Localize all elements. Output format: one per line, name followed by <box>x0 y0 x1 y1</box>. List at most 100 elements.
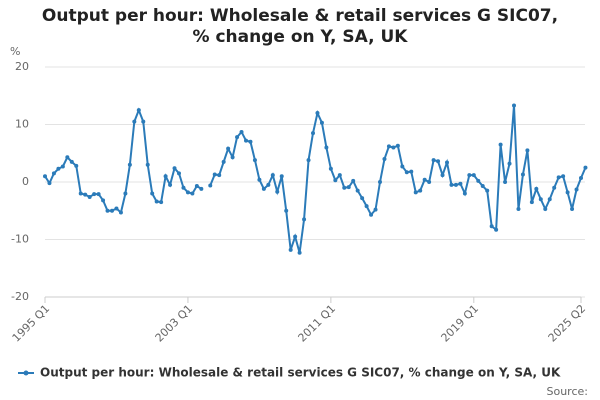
data-point <box>293 234 298 239</box>
data-point <box>235 135 240 140</box>
data-point <box>476 178 481 183</box>
data-point <box>534 186 539 191</box>
data-point <box>373 207 378 212</box>
data-point <box>538 197 543 202</box>
data-point <box>270 173 275 178</box>
data-point <box>123 191 128 196</box>
data-point <box>74 163 79 168</box>
data-point <box>583 165 588 170</box>
data-point <box>212 172 217 177</box>
data-point <box>279 174 284 179</box>
source: Source: <box>547 385 589 398</box>
data-point <box>159 200 164 205</box>
data-point <box>516 207 521 212</box>
x-tick-label: 2003 Q1 <box>153 302 196 345</box>
data-point <box>114 206 119 211</box>
x-tick-label: 2019 Q1 <box>439 302 482 345</box>
data-point <box>386 144 391 149</box>
data-point <box>436 159 441 164</box>
data-point <box>78 191 83 196</box>
data-point <box>489 224 494 229</box>
data-point <box>453 182 458 187</box>
data-point <box>378 180 382 184</box>
y-tick-label: 10 <box>15 118 29 131</box>
data-point <box>284 208 289 213</box>
data-point <box>342 185 347 190</box>
data-point <box>69 159 74 164</box>
data-point <box>110 208 114 213</box>
data-point <box>96 192 101 197</box>
data-point <box>261 186 266 191</box>
data-point <box>190 191 195 196</box>
data-point <box>101 198 106 203</box>
data-point <box>328 166 333 171</box>
data-point <box>445 160 449 165</box>
data-point <box>449 182 454 187</box>
data-point <box>355 188 360 193</box>
data-point <box>92 192 97 197</box>
data-point <box>391 145 396 150</box>
data-point <box>132 119 137 124</box>
data-point <box>315 111 320 115</box>
data-point <box>579 175 583 180</box>
data-point <box>418 188 423 193</box>
data-point <box>462 191 467 196</box>
data-point <box>154 199 159 204</box>
data-point <box>127 162 132 167</box>
data-point <box>503 180 508 184</box>
data-point <box>413 190 418 195</box>
data-point <box>252 158 257 163</box>
data-point <box>83 192 88 197</box>
data-point <box>364 204 369 209</box>
data-point <box>65 155 70 160</box>
data-point <box>520 172 525 177</box>
data-point <box>395 143 400 148</box>
data-point <box>239 129 244 134</box>
data-point <box>427 180 432 184</box>
data-point <box>311 131 315 136</box>
data-point <box>248 139 253 144</box>
data-point <box>208 183 213 188</box>
data-point <box>105 208 110 213</box>
data-point <box>333 178 338 183</box>
data-point <box>288 247 293 252</box>
data-point <box>257 177 262 182</box>
y-tick-label: -20 <box>11 290 29 303</box>
data-point <box>409 169 414 174</box>
data-point <box>440 173 445 178</box>
data-point <box>150 191 155 196</box>
data-point <box>275 189 280 194</box>
data-point <box>60 164 65 169</box>
data-point <box>217 173 222 178</box>
data-point <box>346 185 351 190</box>
data-point <box>547 197 552 202</box>
x-tick-label: 1995 Q1 <box>10 302 53 345</box>
chart-title: Output per hour: Wholesale & retail serv… <box>41 6 559 47</box>
data-point <box>556 175 561 180</box>
data-point <box>525 148 530 153</box>
data-point <box>177 171 181 176</box>
data-point <box>543 207 548 212</box>
data-point <box>480 184 485 189</box>
data-point <box>512 103 516 108</box>
data-point <box>306 158 311 163</box>
x-tick-label: 2025 Q2 <box>546 302 589 345</box>
data-point <box>565 190 570 195</box>
data-point <box>431 158 436 163</box>
data-point <box>485 188 490 193</box>
data-point <box>221 159 226 164</box>
y-axis-label: % <box>10 45 20 58</box>
data-point <box>199 186 204 191</box>
data-point <box>266 182 271 187</box>
data-point <box>458 181 463 186</box>
data-point <box>529 200 534 205</box>
data-point <box>324 145 329 150</box>
data-point <box>194 184 199 189</box>
data-point <box>498 142 503 147</box>
legend-item: Output per hour: Wholesale & retail serv… <box>18 366 561 380</box>
data-point <box>337 173 342 178</box>
data-point <box>145 162 150 167</box>
data-point <box>552 185 557 190</box>
data-point <box>400 164 405 169</box>
data-point <box>136 108 141 113</box>
